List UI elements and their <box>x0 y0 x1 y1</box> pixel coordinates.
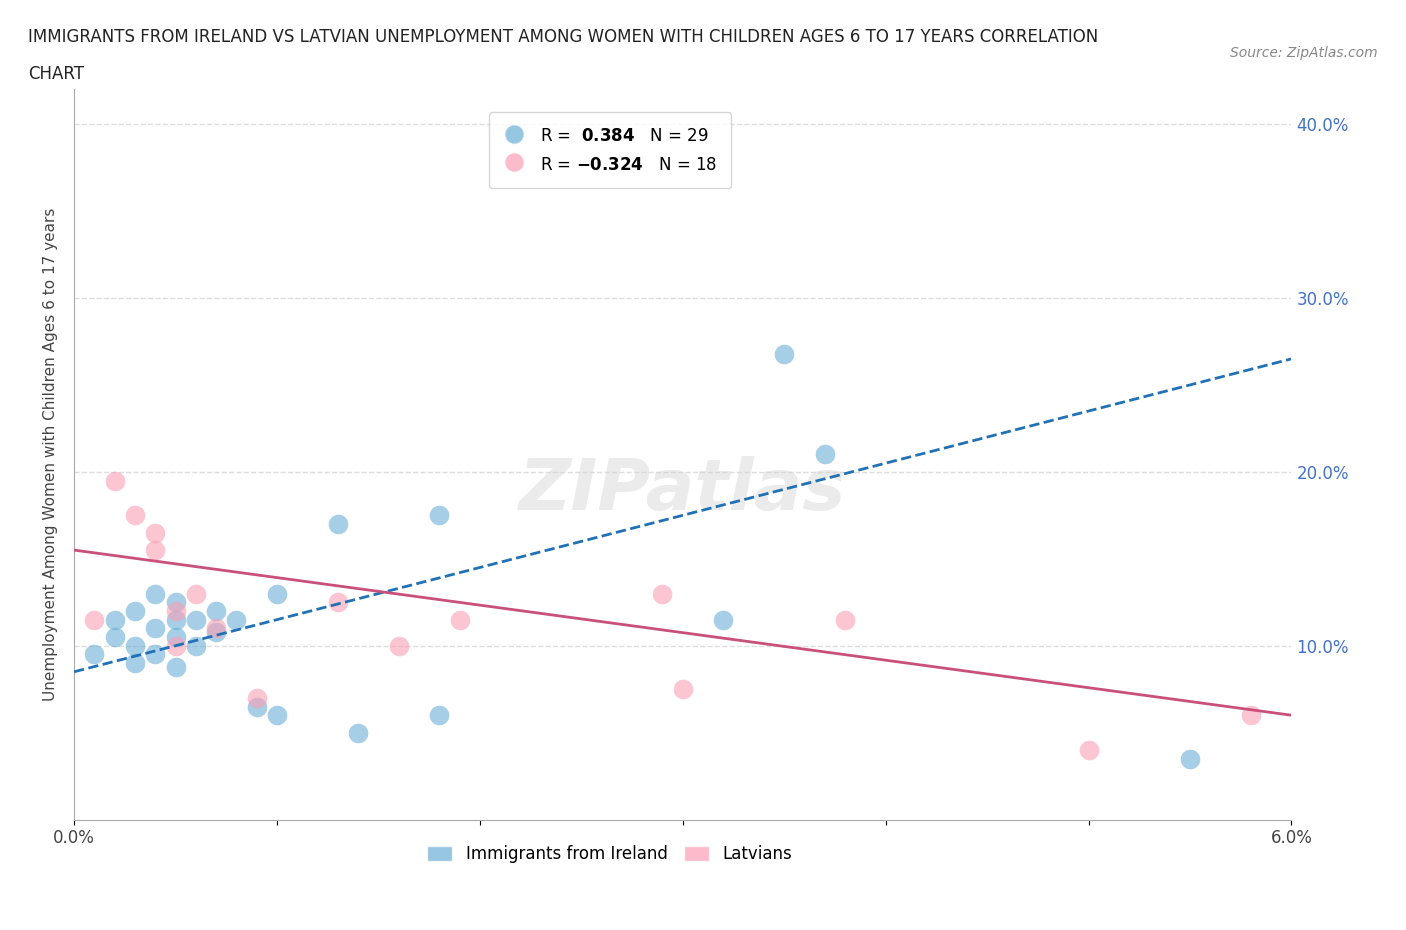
Immigrants from Ireland <box>165 630 187 644</box>
Immigrants from Ireland <box>165 612 187 627</box>
Immigrants from Ireland <box>83 647 105 662</box>
Latvians <box>672 682 695 697</box>
Immigrants from Ireland <box>266 586 288 601</box>
Latvians <box>83 612 105 627</box>
Immigrants from Ireland <box>814 447 837 462</box>
Immigrants from Ireland <box>143 586 166 601</box>
Immigrants from Ireland <box>104 630 127 644</box>
Immigrants from Ireland <box>711 612 734 627</box>
Immigrants from Ireland <box>184 612 207 627</box>
Immigrants from Ireland <box>165 659 187 674</box>
Immigrants from Ireland <box>124 604 146 618</box>
Immigrants from Ireland <box>773 346 796 361</box>
Immigrants from Ireland <box>225 612 247 627</box>
Immigrants from Ireland <box>347 725 370 740</box>
Immigrants from Ireland <box>427 708 450 723</box>
Latvians <box>246 690 269 705</box>
Immigrants from Ireland <box>205 604 228 618</box>
Latvians <box>143 525 166 540</box>
Latvians <box>124 508 146 523</box>
Immigrants from Ireland <box>143 647 166 662</box>
Text: CHART: CHART <box>28 65 84 83</box>
Text: ZIPatlas: ZIPatlas <box>519 457 846 525</box>
Immigrants from Ireland <box>266 708 288 723</box>
Immigrants from Ireland <box>143 621 166 636</box>
Immigrants from Ireland <box>205 624 228 639</box>
Latvians <box>104 473 127 488</box>
Latvians <box>651 586 673 601</box>
Latvians <box>184 586 207 601</box>
Latvians <box>143 542 166 557</box>
Immigrants from Ireland <box>246 699 269 714</box>
Text: Source: ZipAtlas.com: Source: ZipAtlas.com <box>1230 46 1378 60</box>
Immigrants from Ireland <box>165 595 187 610</box>
Legend: Immigrants from Ireland, Latvians: Immigrants from Ireland, Latvians <box>420 838 799 870</box>
Y-axis label: Unemployment Among Women with Children Ages 6 to 17 years: Unemployment Among Women with Children A… <box>44 207 58 701</box>
Immigrants from Ireland <box>326 516 349 531</box>
Latvians <box>834 612 856 627</box>
Immigrants from Ireland <box>124 638 146 653</box>
Latvians <box>388 638 411 653</box>
Latvians <box>165 604 187 618</box>
Latvians <box>449 612 471 627</box>
Immigrants from Ireland <box>427 508 450 523</box>
Immigrants from Ireland <box>1178 751 1201 766</box>
Latvians <box>326 595 349 610</box>
Immigrants from Ireland <box>184 638 207 653</box>
Latvians <box>1240 708 1263 723</box>
Immigrants from Ireland <box>104 612 127 627</box>
Text: IMMIGRANTS FROM IRELAND VS LATVIAN UNEMPLOYMENT AMONG WOMEN WITH CHILDREN AGES 6: IMMIGRANTS FROM IRELAND VS LATVIAN UNEMP… <box>28 28 1098 46</box>
Latvians <box>1077 742 1099 757</box>
Latvians <box>165 638 187 653</box>
Immigrants from Ireland <box>124 656 146 671</box>
Latvians <box>205 621 228 636</box>
